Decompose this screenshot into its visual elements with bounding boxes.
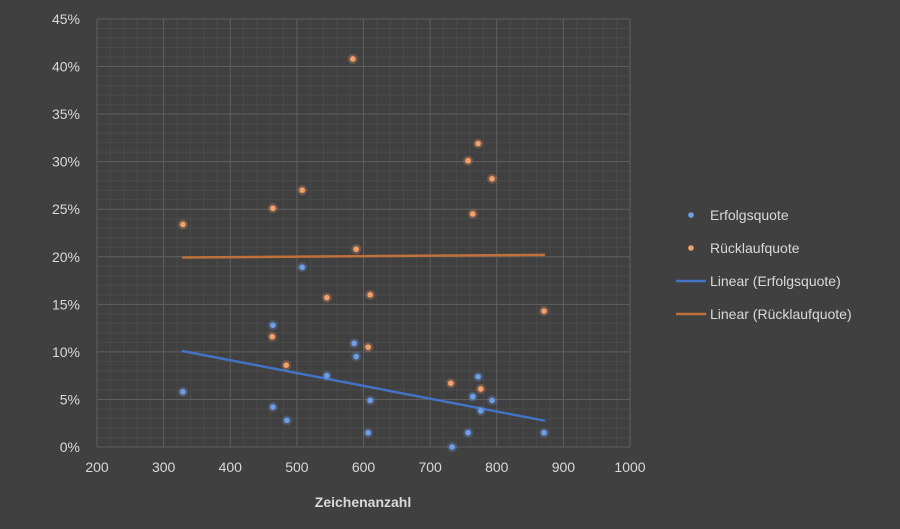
y-tick-label: 0%: [60, 439, 80, 455]
data-point: [469, 211, 476, 217]
x-tick-label: 200: [85, 459, 109, 475]
y-tick-label: 25%: [52, 201, 80, 217]
legend-label: Linear (Erfolgsquote): [710, 273, 841, 289]
data-point: [284, 417, 290, 424]
legend-label: Linear (Rücklaufquote): [710, 306, 852, 322]
data-point: [353, 246, 359, 252]
data-point: [324, 372, 330, 379]
data-point: [365, 429, 371, 436]
x-tick-label: 500: [285, 459, 309, 475]
data-point: [350, 56, 356, 62]
x-tick-label: 900: [552, 459, 576, 475]
data-point: [447, 380, 454, 387]
x-tick-label: 300: [152, 459, 176, 475]
y-tick-label: 20%: [52, 249, 80, 265]
legend-marker: [688, 212, 694, 218]
y-tick-label: 15%: [52, 296, 80, 312]
data-point: [541, 429, 547, 436]
data-point: [270, 322, 276, 329]
legend: Erfolgsquote Rücklaufquote Linear (Erfolgs…: [676, 207, 852, 322]
data-point: [477, 386, 484, 392]
data-point: [469, 393, 476, 400]
y-tick-label: 30%: [52, 154, 80, 170]
y-tick-label: 40%: [52, 59, 80, 75]
data-points: [177, 53, 550, 452]
x-tick-label: 1000: [614, 459, 645, 475]
data-point: [365, 344, 371, 350]
legend-label: Rücklaufquote: [710, 240, 800, 256]
data-point: [475, 373, 481, 380]
y-tick-label: 10%: [52, 344, 80, 360]
data-point: [270, 404, 276, 410]
data-point: [541, 308, 547, 314]
trendline: [181, 349, 546, 422]
data-point: [180, 389, 186, 395]
x-tick-label: 700: [418, 459, 442, 475]
data-point: [475, 140, 481, 147]
data-point: [269, 333, 276, 340]
data-point: [353, 353, 359, 360]
data-point: [465, 429, 471, 436]
y-tick-label: 45%: [52, 11, 80, 27]
x-axis-label: Zeichenanzahl: [315, 494, 411, 510]
x-tick-label: 400: [219, 459, 243, 475]
data-point: [283, 362, 290, 369]
trendlines: [181, 253, 546, 422]
grid: [96, 18, 631, 448]
data-point: [489, 175, 495, 182]
legend-marker: [688, 245, 694, 251]
data-point: [477, 408, 484, 414]
y-tick-label: 5%: [60, 391, 80, 407]
data-point: [299, 187, 306, 193]
data-point: [270, 205, 276, 212]
data-point: [351, 340, 357, 347]
data-point: [489, 397, 495, 404]
tick-labels: 200 300 400 500 600 700 800 900 1000 0% 5% 10% 15% 20…: [52, 11, 646, 475]
legend-label: Erfolgsquote: [710, 207, 789, 223]
data-point: [367, 292, 373, 298]
data-point: [324, 294, 330, 301]
data-point: [180, 221, 186, 228]
x-tick-label: 800: [485, 459, 509, 475]
data-point: [449, 444, 455, 450]
trendline: [181, 253, 546, 259]
data-point: [299, 264, 306, 271]
data-point: [367, 397, 373, 404]
x-tick-label: 600: [352, 459, 376, 475]
data-point: [465, 157, 471, 164]
y-tick-label: 35%: [52, 106, 80, 122]
